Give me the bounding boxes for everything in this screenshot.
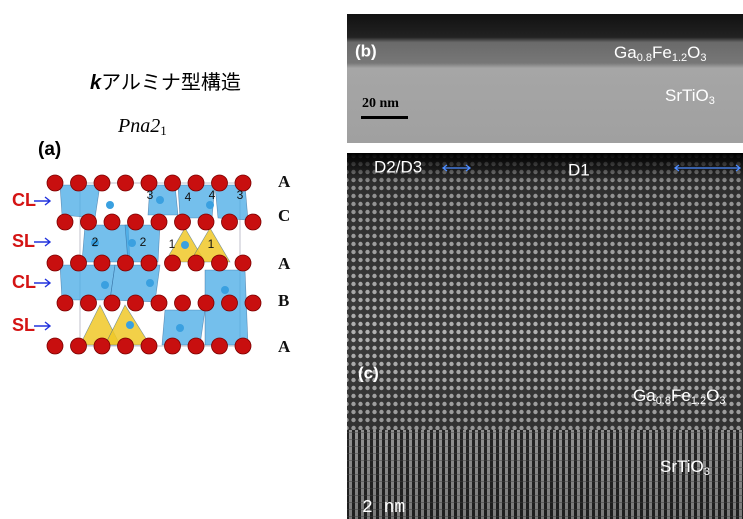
oxygen-atom [212, 338, 228, 354]
oxygen-atom [188, 175, 204, 191]
oxygen-atom [222, 295, 238, 311]
figure: kアルミナ型構造 Pna21 (a) 34432211ACABACLSLCLSL… [0, 0, 743, 519]
oxygen-atom [118, 175, 134, 191]
oxygen-atom [57, 295, 73, 311]
site-number: 2 [140, 235, 147, 249]
oxygen-atom [212, 255, 228, 271]
oxygen-atom [235, 338, 251, 354]
domain-label: D1 [568, 160, 590, 179]
stacking-label: C [278, 206, 290, 225]
layer-label: SL [12, 231, 35, 251]
oxygen-atom [222, 214, 238, 230]
title: kアルミナ型構造 [90, 71, 241, 94]
oxygen-atom [81, 214, 97, 230]
film-label: Ga0.8Fe1.2O3 [633, 386, 725, 406]
site-number: 1 [169, 237, 176, 251]
oxygen-atom [245, 295, 261, 311]
site-number: 4 [209, 188, 216, 202]
oxygen-atom [245, 214, 261, 230]
cation-atom [126, 321, 134, 329]
oxygen-atom [151, 214, 167, 230]
site-number: 3 [147, 188, 154, 202]
scale-bar-label: 20 nm [362, 96, 399, 111]
film-label: Ga0.8Fe1.2O3 [614, 43, 706, 63]
oxygen-atom [165, 338, 181, 354]
oxygen-atom [118, 338, 134, 354]
site-number: 3 [237, 188, 244, 202]
scale-bar [361, 116, 408, 119]
cation-atom [128, 239, 136, 247]
oxygen-atom [118, 255, 134, 271]
oxygen-atom [94, 338, 110, 354]
oxygen-atom [128, 295, 144, 311]
cation-atom [156, 196, 164, 204]
site-number: 4 [185, 190, 192, 204]
oxygen-atom [198, 295, 214, 311]
oxygen-atom [165, 175, 181, 191]
oxygen-atom [94, 255, 110, 271]
layer-label: CL [12, 190, 36, 210]
stacking-label: B [278, 291, 289, 310]
layer-label: SL [12, 315, 35, 335]
cation-atom [206, 201, 214, 209]
oxygen-atom [128, 214, 144, 230]
scale-bar-label: 2 nm [362, 498, 405, 518]
oxygen-atom [235, 255, 251, 271]
layer-arrow [34, 279, 50, 287]
tem-image-b [347, 14, 743, 143]
cation-atom [101, 281, 109, 289]
oxygen-atom [104, 214, 120, 230]
oxygen-atom [175, 295, 191, 311]
cation-atom [106, 201, 114, 209]
panel-label: (b) [355, 41, 377, 60]
substrate-label: SrTiO3 [660, 457, 710, 477]
panel-label: (a) [38, 139, 61, 160]
oxygen-atom [198, 214, 214, 230]
oxygen-atom [71, 338, 87, 354]
panel-label: (c) [358, 363, 379, 382]
oxygen-atom [71, 175, 87, 191]
oxygen-atom [81, 295, 97, 311]
cation-atom [181, 241, 189, 249]
stacking-label: A [278, 254, 291, 273]
oxygen-atom [151, 295, 167, 311]
oxygen-atom [94, 175, 110, 191]
stacking-label: A [278, 337, 291, 356]
oxygen-atom [104, 295, 120, 311]
oxygen-atom [141, 338, 157, 354]
oxygen-atom [47, 338, 63, 354]
oxygen-atom [175, 214, 191, 230]
oxygen-atom [188, 255, 204, 271]
oxygen-atom [71, 255, 87, 271]
layer-label: CL [12, 272, 36, 292]
cation-atom [221, 286, 229, 294]
cation-atom [146, 279, 154, 287]
oxygen-atom [141, 255, 157, 271]
oxygen-atom [188, 338, 204, 354]
oxygen-atom [47, 255, 63, 271]
stacking-label: A [278, 172, 291, 191]
layer-arrow [34, 238, 50, 246]
site-number: 1 [208, 237, 215, 251]
layer-arrow [34, 322, 50, 330]
layer-arrow [34, 197, 50, 205]
site-number: 2 [92, 235, 99, 249]
cation-atom [176, 324, 184, 332]
substrate-label: SrTiO3 [665, 86, 715, 106]
oxygen-atom [57, 214, 73, 230]
domain-label: D2/D3 [374, 157, 422, 176]
space-group: Pna21 [117, 115, 167, 138]
oxygen-atom [47, 175, 63, 191]
oxygen-atom [165, 255, 181, 271]
